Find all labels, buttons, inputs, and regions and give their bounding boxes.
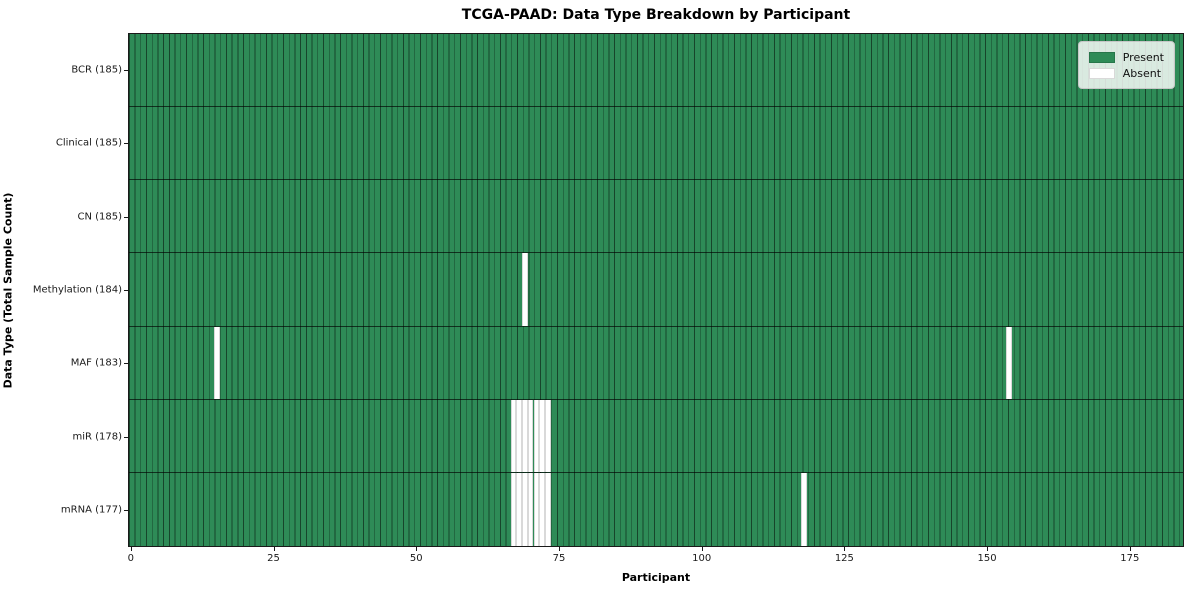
- absent-cell-mRNA-69: [522, 472, 528, 546]
- x-axis-label: Participant: [621, 571, 691, 584]
- absent-cell-mRNA-67: [510, 472, 517, 546]
- y-tick-mark-MAF: [124, 363, 128, 365]
- absent-cell-mRNA-68: [516, 472, 523, 546]
- y-tick-mark-mRNA: [124, 510, 128, 512]
- legend-entry-absent: Absent: [1088, 65, 1164, 81]
- y-tick-label-Methylation: Methylation (184): [32, 284, 122, 296]
- x-tick-mark-100: [701, 547, 703, 551]
- absent-cell-mRNA-73: [544, 472, 551, 546]
- heatmap-row-BCR: [129, 34, 1183, 108]
- absent-color-swatch: [1088, 67, 1115, 79]
- absent-cell-MAF-154: [1006, 326, 1013, 399]
- absent-cell-miR-70: [527, 399, 534, 472]
- y-tick-mark-miR: [124, 436, 128, 438]
- x-tick-label-25: 25: [267, 553, 280, 564]
- legend-entry-present: Present: [1088, 49, 1164, 65]
- heatmap-row-MAF: [129, 326, 1183, 400]
- absent-cell-miR-67: [510, 399, 517, 472]
- present-color-swatch: [1088, 51, 1115, 63]
- absent-cell-mRNA-72: [539, 472, 545, 546]
- x-tick-label-50: 50: [409, 553, 423, 564]
- x-tick-label-175: 175: [1120, 553, 1140, 564]
- absent-cell-miR-73: [544, 399, 551, 472]
- absent-cell-MAF-15: [214, 326, 221, 399]
- heatmap-row-miR: [129, 399, 1183, 473]
- x-tick-label-75: 75: [552, 553, 566, 564]
- absent-cell-mRNA-118: [801, 472, 807, 546]
- heatmap-row-mRNA: [129, 472, 1183, 546]
- heatmap-row-CN: [129, 180, 1183, 254]
- y-tick-label-Clinical: Clinical (185): [55, 137, 122, 149]
- legend-label-present: Present: [1122, 50, 1164, 64]
- y-tick-mark-Methylation: [124, 290, 128, 291]
- x-tick-mark-75: [558, 547, 560, 551]
- chart-title: TCGA-PAAD: Data Type Breakdown by Partic…: [461, 7, 851, 23]
- legend-label-absent: Absent: [1122, 66, 1162, 80]
- absent-cell-Methylation-69: [522, 253, 528, 326]
- x-tick-mark-125: [844, 547, 846, 551]
- y-tick-mark-Clinical: [124, 143, 128, 145]
- x-tick-label-125: 125: [834, 553, 854, 564]
- absent-cell-miR-72: [539, 399, 545, 472]
- legend: Present Absent: [1077, 41, 1175, 89]
- x-tick-label-0: 0: [127, 553, 135, 564]
- x-tick-mark-25: [273, 547, 275, 551]
- x-tick-mark-0: [130, 547, 132, 551]
- absent-cell-mRNA-70: [527, 472, 534, 546]
- absent-cell-miR-71: [533, 399, 540, 472]
- absent-cell-miR-69: [522, 399, 528, 472]
- y-tick-label-CN: CN (185): [77, 211, 122, 223]
- y-tick-label-miR: miR (178): [72, 431, 122, 443]
- absent-cell-mRNA-71: [533, 472, 540, 546]
- y-tick-label-BCR: BCR (185): [71, 64, 122, 76]
- plot-area: Present Absent: [128, 33, 1184, 547]
- absent-cell-miR-68: [516, 399, 523, 472]
- y-tick-mark-BCR: [124, 69, 128, 71]
- x-tick-mark-150: [987, 547, 989, 551]
- x-tick-label-100: 100: [692, 553, 712, 564]
- y-tick-label-mRNA: mRNA (177): [60, 504, 122, 516]
- heatmap-row-Clinical: [129, 107, 1183, 181]
- x-tick-mark-175: [1129, 547, 1131, 551]
- x-tick-mark-50: [416, 547, 418, 551]
- y-tick-mark-CN: [124, 216, 128, 218]
- heatmap-row-Methylation: [129, 253, 1183, 327]
- y-tick-label-MAF: MAF (183): [70, 357, 122, 369]
- x-tick-label-150: 150: [977, 553, 997, 564]
